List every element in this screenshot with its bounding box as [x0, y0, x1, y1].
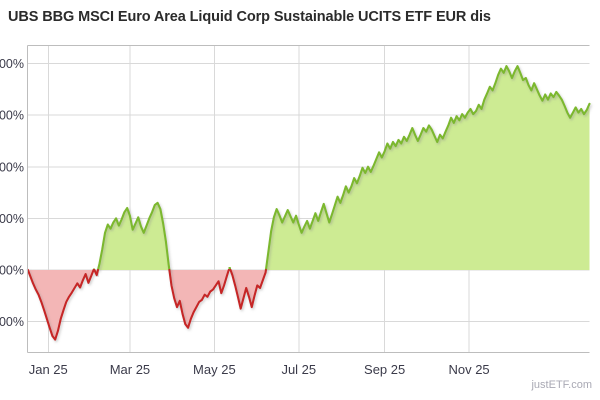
x-tick-label-0: Jan 25	[29, 362, 68, 377]
x-tick-label-1: Mar 25	[110, 362, 150, 377]
y-tick-label-5: -1.00%	[0, 315, 24, 329]
negative-line-1	[93, 268, 100, 277]
negative-line-2	[168, 268, 230, 329]
negative-area-2	[169, 269, 229, 328]
y-tick-label-0: 4.00%	[0, 57, 24, 71]
x-tick-label-5: Nov 25	[448, 362, 489, 377]
y-tick-label-1: 3.00%	[0, 109, 24, 123]
x-tick-label-3: Jul 25	[281, 362, 316, 377]
chart-area-negative	[27, 269, 266, 340]
y-tick-label-2: 2.00%	[0, 160, 24, 174]
negative-line-3	[229, 268, 267, 310]
chart-y-axis-labels: 4.00% 3.00% 2.00% 1.00% 0.00% -1.00%	[0, 57, 24, 329]
chart-axes	[27, 45, 590, 353]
x-tick-label-4: Sep 25	[364, 362, 405, 377]
positive-line-4	[264, 65, 591, 271]
negative-area-0	[27, 269, 94, 340]
justetf-watermark: justETF.com	[530, 379, 592, 391]
positive-line-2	[96, 201, 171, 271]
chart-series-line	[26, 65, 591, 341]
negative-line-0	[26, 268, 95, 341]
chart-x-axis-labels: Jan 25 Mar 25 May 25 Jul 25 Sep 25 Nov 25	[29, 362, 490, 377]
positive-area-2	[97, 202, 170, 270]
chart-area-positive	[27, 66, 590, 270]
positive-area-4	[265, 66, 590, 270]
page-title: UBS BBG MSCI Euro Area Liquid Corp Susta…	[8, 9, 491, 25]
y-tick-label-3: 1.00%	[0, 212, 24, 226]
y-tick-label-4: 0.00%	[0, 263, 24, 277]
x-tick-label-2: May 25	[193, 362, 236, 377]
